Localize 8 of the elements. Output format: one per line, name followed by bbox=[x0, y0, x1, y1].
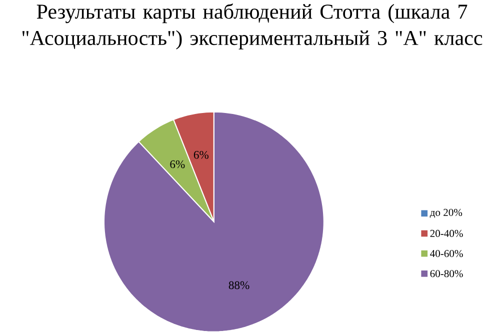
data-label: 88% bbox=[228, 281, 250, 289]
legend-label: 40-60% bbox=[430, 250, 463, 257]
legend-label: 20-40% bbox=[430, 230, 463, 237]
legend-label: до 20% bbox=[430, 208, 462, 218]
legend-label: 60-80% bbox=[430, 270, 463, 278]
data-label: 6% bbox=[194, 150, 208, 159]
data-label: 6% bbox=[170, 160, 185, 168]
chart-title: Результаты карты наблюдений Стотта (шкала 7 "Асоциальность") экспериментальный 3 "А" класс bbox=[22, 3, 482, 50]
